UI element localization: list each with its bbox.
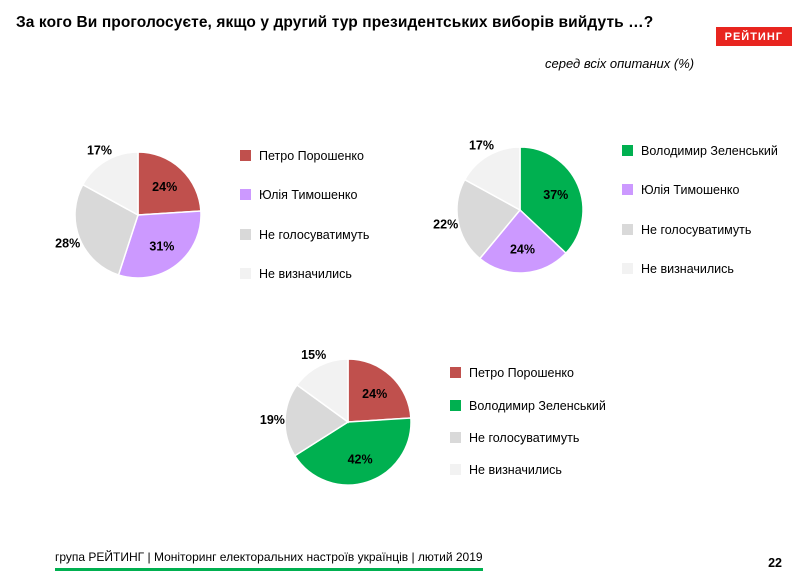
legend-item: Петро Порошенко [450,366,622,380]
legend-label: Не визначились [641,261,734,276]
legend-label: Не голосуватимуть [641,222,752,237]
pie-chart: 24% 42% 19% 15% [260,348,412,486]
legend-label: Володимир Зеленський [469,398,606,413]
pie-slice [295,358,349,424]
chart-zelensky-vs-tymoshenko: 37% 24% 22% 17% Володимир Зеленський Юлія Т… [428,122,794,298]
legend-swatch-tymoshenko [622,184,633,196]
pie-slice [456,178,522,260]
legend-swatch-not-voting [450,432,461,443]
legend-item: Не голосуватимуть [240,228,412,242]
chart-poroshenko-vs-zelensky: 24% 42% 19% 15% Петро Порошенко Володимир З… [256,334,622,510]
pie-value-label: 42% [348,453,373,467]
legend-item: Не визначились [240,267,412,281]
legend-swatch-undecided [450,464,461,476]
legend-item: Не визначились [450,463,622,477]
pie-value-label: 15% [301,348,326,362]
chart-poroshenko-vs-tymoshenko: 24% 31% 28% 17% Петро Порошенко Юлія Тимоше… [46,127,412,303]
legend-item: Юлія Тимошенко [240,188,412,202]
legend-label: Юлія Тимошенко [259,188,358,203]
rating-logo: РЕЙТИНГ [715,27,792,46]
pie-slice [519,146,584,255]
legend-swatch-tymoshenko [240,189,251,201]
footer: група РЕЙТИНГ | Моніторинг електоральних… [55,550,483,571]
legend-swatch-not-voting [240,228,251,240]
legend-swatch-zelensky [622,144,633,156]
pie-slice [347,358,412,423]
legend-label: Володимир Зеленський [641,143,778,158]
legend-swatch-zelensky [450,399,461,411]
pie-value-label: 24% [510,243,535,257]
legend: Петро Порошенко Юлія Тимошенко Не голосу… [240,149,412,282]
pie-slice [74,183,139,276]
pie-value-label: 17% [87,143,112,157]
chart-subtitle: серед всіх опитаних (%) [545,56,695,71]
pie-value-label: 19% [260,413,285,427]
pie-value-label: 37% [543,188,568,202]
legend-label: Не голосуватимуть [259,227,370,242]
legend-swatch-not-voting [622,223,633,235]
page-number: 22 [768,556,782,570]
legend-label: Не визначились [259,266,352,281]
pie-slice [293,417,412,486]
legend-item: Володимир Зеленський [450,399,622,413]
pie-slice [81,151,139,217]
legend-label: Петро Порошенко [469,366,574,381]
pie-value-label: 24% [152,180,177,194]
legend-item: Юлія Тимошенко [622,183,794,197]
legend: Володимир Зеленський Юлія Тимошенко Не г… [622,144,794,277]
pie-value-label: 22% [433,218,458,232]
pie-value-label: 24% [362,387,387,401]
pie-slice [137,151,202,216]
pie-slice [117,210,202,279]
pie-slice [478,208,567,274]
legend-item: Не голосуватимуть [450,431,622,445]
pie-value-label: 28% [55,236,80,250]
legend-item: Володимир Зеленський [622,144,794,158]
legend-item: Не голосуватимуть [622,223,794,237]
legend-swatch-undecided [622,262,633,274]
pie-value-label: 17% [469,138,494,152]
pie-slice [284,383,350,457]
pie-chart: 24% 31% 28% 17% [55,143,202,279]
legend-label: Петро Порошенко [259,148,364,163]
legend-label: Юлія Тимошенко [641,183,740,198]
pie-slice [463,146,521,212]
pie-chart: 37% 24% 22% 17% [433,138,584,274]
footer-text: група РЕЙТИНГ | Моніторинг електоральних… [55,550,483,571]
legend-item: Петро Порошенко [240,149,412,163]
legend-label: Не визначились [469,463,562,478]
legend: Петро Порошенко Володимир Зеленський Не … [450,366,622,478]
legend-swatch-poroshenko [240,149,251,161]
page-title: За кого Ви проголосуєте, якщо у другий т… [16,14,654,31]
legend-swatch-undecided [240,267,251,279]
pie-value-label: 31% [149,239,174,253]
legend-label: Не голосуватимуть [469,431,580,445]
legend-swatch-poroshenko [450,367,461,379]
legend-item: Не визначились [622,262,794,276]
